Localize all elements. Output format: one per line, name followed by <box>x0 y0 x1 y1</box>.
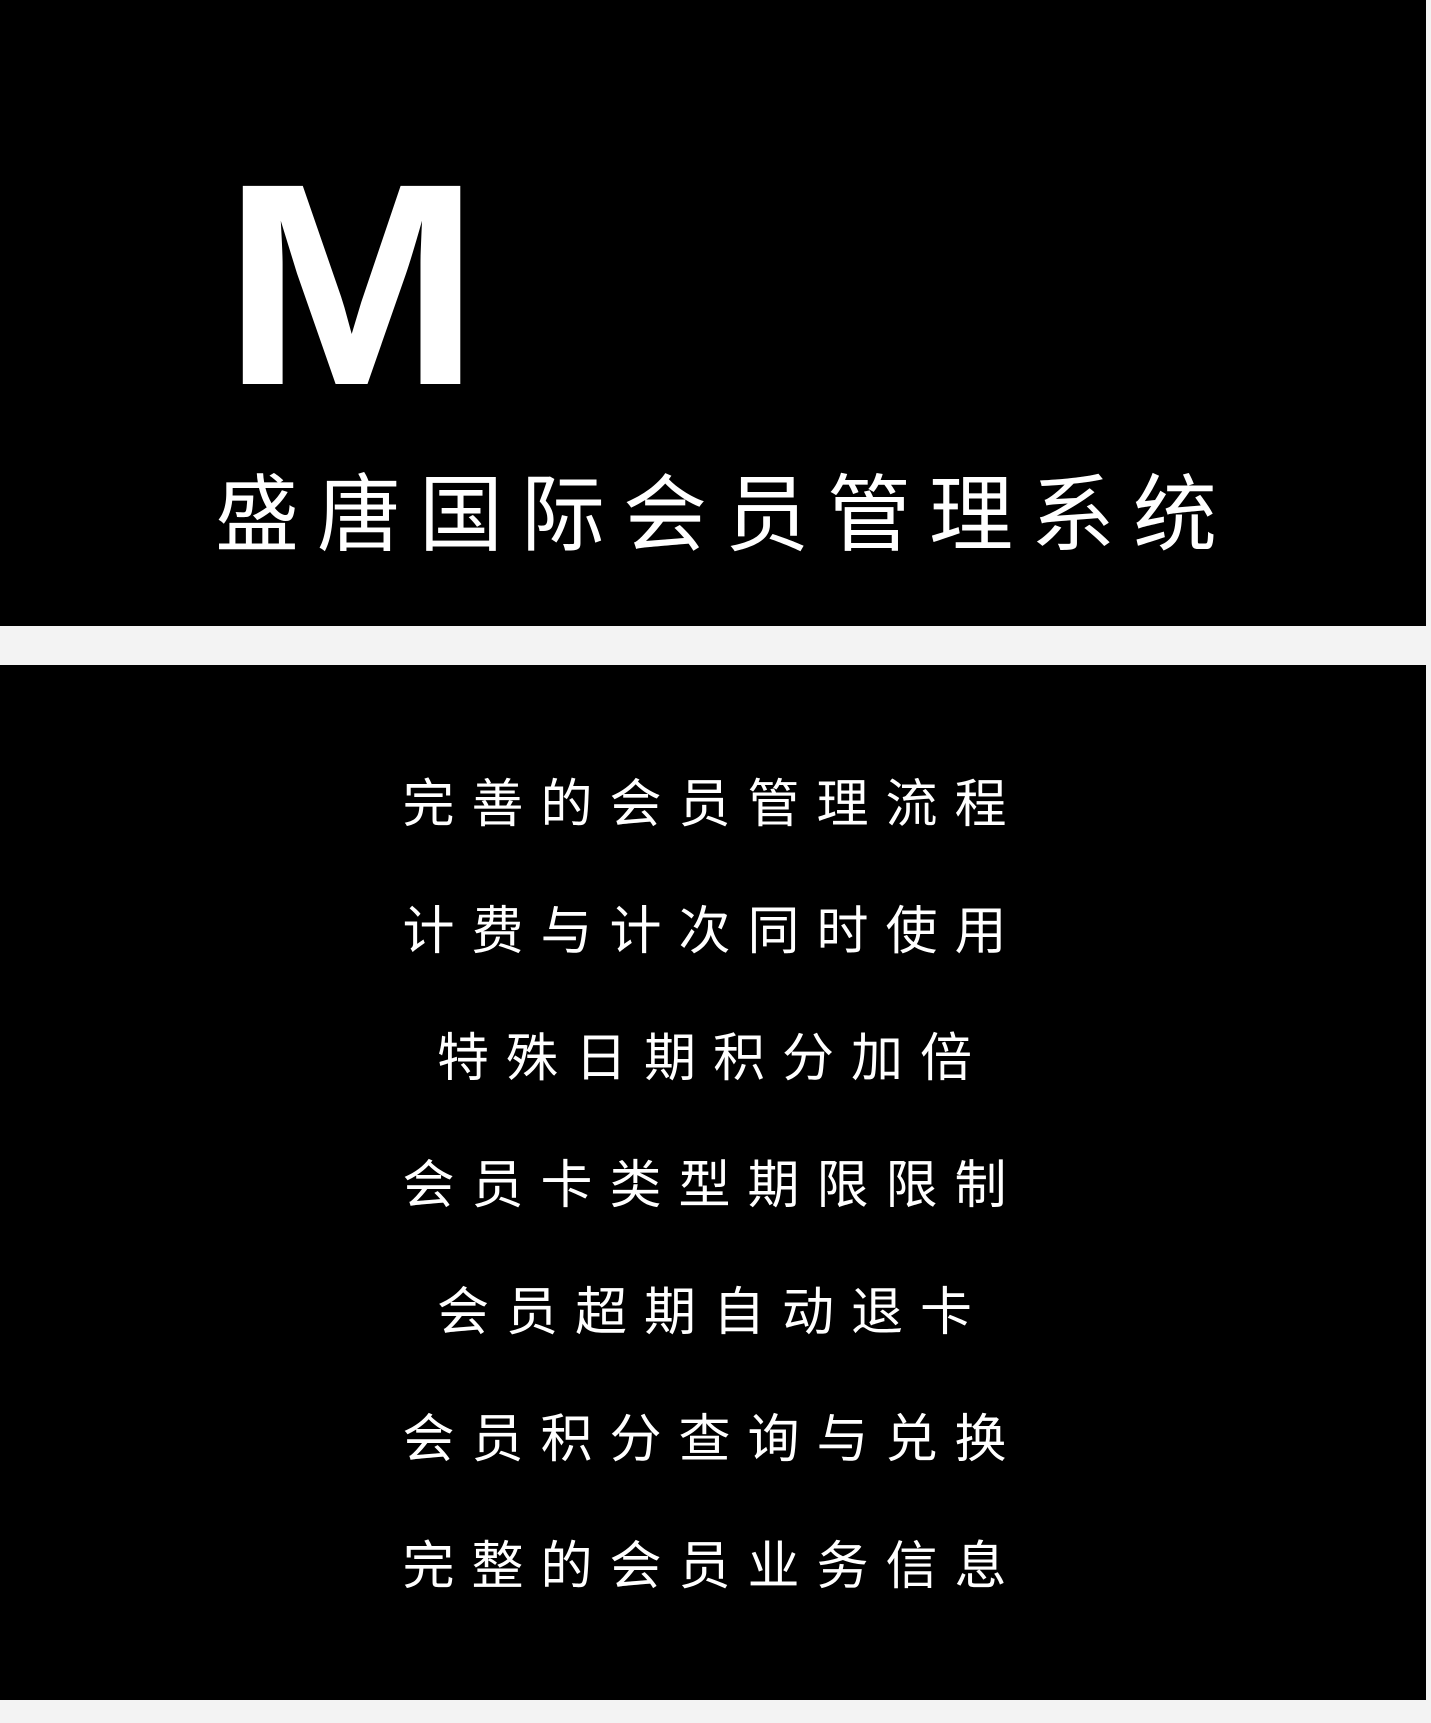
feature-label: 会员超期自动退卡 <box>436 1283 989 1343</box>
feature-label: 特殊日期积分加倍 <box>436 1029 989 1089</box>
feature-item: 完善的会员管理流程 <box>0 770 1426 897</box>
feature-item: 会员积分查询与兑换 <box>0 1405 1426 1532</box>
feature-item: 特殊日期积分加倍 <box>0 1024 1426 1151</box>
feature-item: 计费与计次同时使用 <box>0 897 1426 1024</box>
feature-item: 会员超期自动退卡 <box>0 1278 1426 1405</box>
feature-list: 完善的会员管理流程 计费与计次同时使用 特殊日期积分加倍 会员卡类型期限限制 会… <box>0 770 1426 1659</box>
header-panel: M 盛唐国际会员管理系统 <box>0 0 1426 626</box>
features-panel <box>0 665 1426 1700</box>
feature-label: 会员积分查询与兑换 <box>402 1410 1024 1470</box>
feature-label: 完整的会员业务信息 <box>402 1537 1024 1597</box>
app-title: 盛唐国际会员管理系统 <box>214 466 1235 564</box>
feature-label: 计费与计次同时使用 <box>402 902 1024 962</box>
feature-label: 会员卡类型期限限制 <box>402 1156 1024 1216</box>
m-logo: M <box>222 124 482 446</box>
feature-item: 会员卡类型期限限制 <box>0 1151 1426 1278</box>
feature-item: 完整的会员业务信息 <box>0 1532 1426 1659</box>
feature-label: 完善的会员管理流程 <box>402 775 1024 835</box>
